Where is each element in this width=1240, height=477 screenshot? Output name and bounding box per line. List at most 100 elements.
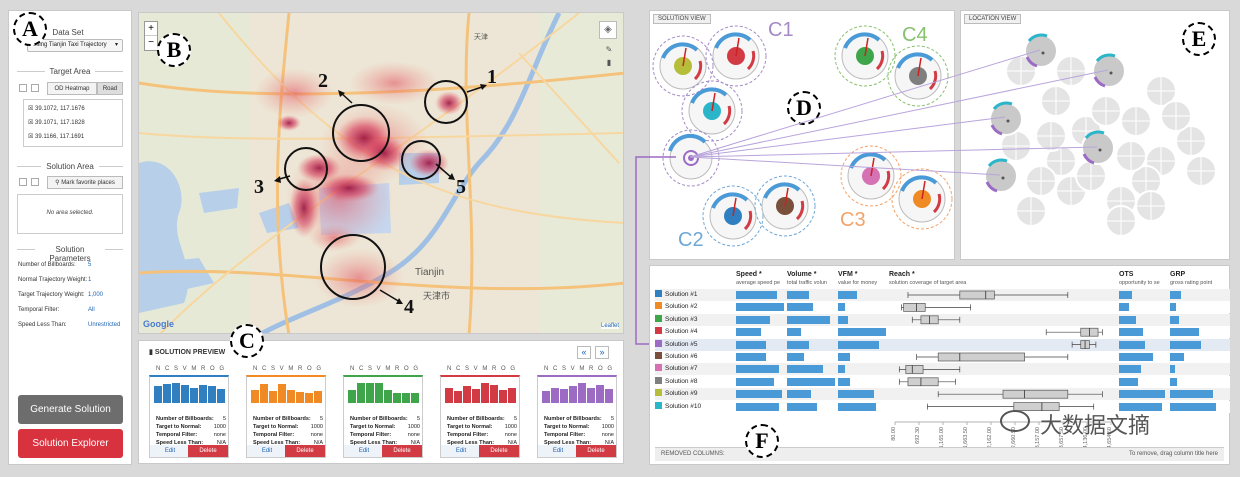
param-value[interactable]: 1 (88, 277, 92, 283)
layers-icon[interactable]: ◈ (599, 21, 617, 39)
column-header[interactable]: Speed * (736, 271, 762, 278)
location-glyph[interactable] (1135, 190, 1167, 222)
column-header[interactable]: GRP (1170, 271, 1186, 278)
trash-icon[interactable]: ▮ (606, 58, 612, 67)
map-canvas[interactable] (139, 13, 624, 334)
rect-tool-icon[interactable] (31, 178, 39, 186)
param-value[interactable]: All (88, 307, 95, 313)
solution-preview-card[interactable]: N C S V M R O G Number of Billboards: 5 Tar… (149, 366, 229, 458)
param-value[interactable]: 1,000 (88, 292, 104, 298)
edit-button[interactable]: Edit (344, 445, 384, 457)
polygon-tool-icon[interactable] (19, 178, 27, 186)
location-glyph[interactable] (1040, 85, 1072, 117)
table-row[interactable]: Solution #7 (655, 363, 1230, 376)
delete-button[interactable]: Delete (576, 445, 616, 457)
info-label: Temporal Filter: (447, 432, 489, 438)
next-page-button[interactable]: » (595, 346, 609, 359)
location-glyph[interactable] (1035, 120, 1067, 152)
hotspot-ring (320, 234, 386, 300)
solution-preview-card[interactable]: N C S V M R O G Number of Billboards: 5 Tar… (440, 366, 520, 458)
coord-item[interactable]: ☒ 39.1166, 117.1691 (28, 134, 85, 140)
column-header[interactable]: OTS (1119, 271, 1134, 278)
delete-button[interactable]: Delete (382, 445, 422, 457)
label-b: B (157, 33, 191, 67)
metric-bar (260, 384, 268, 403)
removed-columns-bar[interactable]: REMOVED COLUMNS: To remove, drag column … (655, 447, 1224, 461)
location-glyph[interactable] (1055, 55, 1087, 87)
location-glyph[interactable] (1025, 165, 1057, 197)
volume-bar (787, 340, 809, 349)
info-value: none (213, 432, 226, 438)
solution-explorer-button[interactable]: Solution Explorer (18, 429, 123, 458)
location-glyph[interactable] (1160, 100, 1192, 132)
solution-glyph[interactable] (702, 185, 764, 247)
solution-preview-card[interactable]: N C S V M R O G Number of Billboards: 5 Tar… (537, 366, 617, 458)
od-heatmap-button[interactable]: OD Heatmap (47, 82, 97, 95)
solution-glyphs[interactable]: C1 C2 C3 C4 (650, 11, 956, 261)
location-glyph[interactable] (1145, 75, 1177, 107)
param-value[interactable]: Unrestricted (88, 322, 121, 328)
delete-button[interactable]: Delete (285, 445, 325, 457)
solution-glyph[interactable] (652, 35, 714, 97)
edit-button[interactable]: Edit (441, 445, 481, 457)
edit-icon[interactable]: ✎ (605, 45, 613, 54)
location-glyph[interactable] (1105, 205, 1137, 237)
location-glyph[interactable] (1015, 195, 1047, 227)
solution-glyph[interactable] (887, 45, 949, 107)
highlighted-location-glyph[interactable] (1081, 130, 1115, 165)
table-row[interactable]: Solution #4 (655, 326, 1230, 339)
delete-button[interactable]: Delete (479, 445, 519, 457)
table-row[interactable]: Solution #8 (655, 375, 1230, 388)
edit-button[interactable]: Edit (150, 445, 190, 457)
table-row[interactable]: Solution #1 (655, 289, 1230, 301)
info-value: N/A (410, 440, 420, 446)
info-value: none (504, 432, 517, 438)
location-glyph[interactable] (1120, 105, 1152, 137)
hotspot-number: 3 (254, 176, 264, 198)
zoom-out-button[interactable]: − (148, 37, 154, 48)
location-glyph[interactable] (1115, 140, 1147, 172)
edit-button[interactable]: Edit (247, 445, 287, 457)
prev-page-button[interactable]: « (577, 346, 591, 359)
column-header[interactable]: VFM * (838, 271, 858, 278)
road-button[interactable]: Road (97, 82, 123, 95)
generate-solution-button[interactable]: Generate Solution (18, 395, 123, 424)
solution-glyph[interactable] (705, 25, 767, 87)
color-swatch (655, 389, 662, 397)
param-value[interactable]: 5 (88, 262, 92, 268)
coord-item[interactable]: ☒ 39.1071, 117.1828 (28, 120, 85, 126)
location-glyph[interactable] (1175, 125, 1207, 157)
table-row[interactable]: Solution #3 (655, 313, 1230, 326)
column-header[interactable]: Reach * (889, 271, 915, 278)
volume-bar (787, 365, 823, 374)
table-row[interactable]: Solution #2 (655, 301, 1230, 314)
zoom-in-button[interactable]: + (145, 22, 157, 36)
table-row[interactable]: Solution #6 (655, 351, 1230, 363)
location-glyph[interactable] (1075, 160, 1107, 192)
highlighted-location-glyph[interactable] (984, 158, 1018, 193)
selected-solution-glyph[interactable] (662, 129, 720, 187)
leaflet-attribution[interactable]: Leaflet (600, 323, 619, 329)
polygon-tool-icon[interactable] (19, 84, 27, 92)
rect-tool-icon[interactable] (31, 84, 39, 92)
solution-glyph[interactable] (891, 168, 953, 230)
metric-bar (172, 383, 180, 403)
highlighted-location-glyph[interactable] (1092, 53, 1126, 88)
mark-places-button[interactable]: ⚲ Mark favorite places (47, 176, 123, 189)
solution-preview-card[interactable]: N C S V M R O G Number of Billboards: 5 Tar… (343, 366, 423, 458)
solution-preview-card[interactable]: N C S V M R O G Number of Billboards: 5 Tar… (246, 366, 326, 458)
column-header[interactable]: Volume * (787, 271, 817, 278)
delete-button[interactable]: Delete (188, 445, 228, 457)
table-row[interactable]: Solution #9 (655, 388, 1230, 401)
coord-item[interactable]: ☒ 39.1072, 117.1676 (28, 106, 85, 112)
table-row[interactable]: Solution #5 (655, 338, 1230, 351)
solution-glyph[interactable] (834, 25, 896, 87)
highlighted-location-glyph[interactable] (989, 101, 1023, 136)
highlighted-location-glyph[interactable] (1024, 33, 1058, 68)
edit-button[interactable]: Edit (538, 445, 578, 457)
metric-bar (305, 393, 313, 403)
location-glyph[interactable] (1090, 95, 1122, 127)
solution-glyph[interactable] (754, 175, 816, 237)
location-glyph[interactable] (1185, 155, 1217, 187)
solution-glyph[interactable] (681, 80, 743, 142)
